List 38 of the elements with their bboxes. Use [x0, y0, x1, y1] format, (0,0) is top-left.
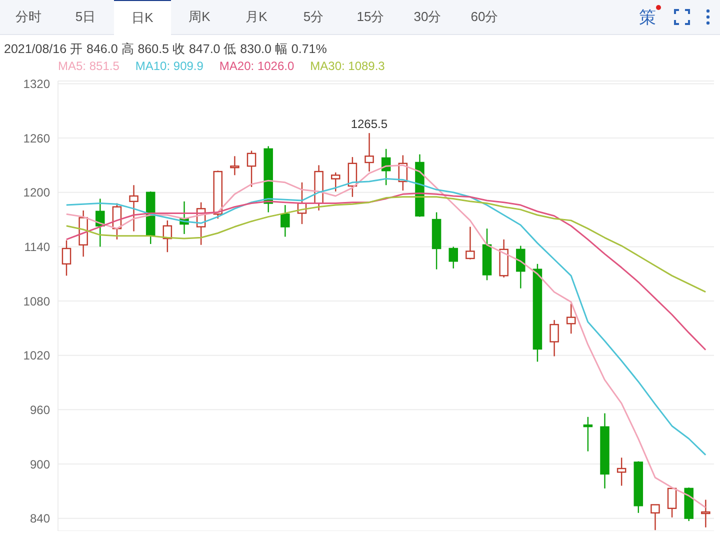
text: MA5: 851.5	[58, 59, 120, 75]
candlestick	[566, 303, 576, 334]
text: 分时	[14, 8, 42, 26]
y-tick-label: 1140	[24, 240, 50, 254]
text: MA20: 1026.0	[219, 59, 294, 75]
text: 月K	[244, 8, 268, 26]
y-tick-label: 1200	[23, 186, 50, 200]
text: 5日	[74, 8, 97, 26]
candlestick	[600, 412, 610, 490]
y-tick-label: 960	[30, 402, 50, 417]
text: 日K	[114, 0, 171, 35]
candlestick	[616, 457, 626, 486]
line-series	[66, 192, 706, 351]
text: 周K	[188, 8, 212, 26]
line-series	[66, 196, 706, 293]
text: MA30: 1089.3	[310, 59, 385, 75]
text: MA10: 909.9	[135, 59, 204, 75]
text: 15分	[356, 8, 386, 26]
annotation: 1265.5	[350, 117, 388, 132]
y-tick-label: 900	[30, 457, 50, 472]
y-tick-label: 1320	[23, 76, 50, 91]
candlestick	[264, 146, 273, 213]
candlestick	[701, 499, 710, 528]
text: 60分	[470, 8, 500, 26]
candlestick	[129, 184, 138, 232]
candlestick	[280, 204, 290, 238]
candlestick	[516, 245, 526, 289]
y-tick-label: 1080	[23, 294, 50, 308]
text: 30分	[412, 8, 442, 26]
candlestick	[550, 319, 559, 357]
y-tick-label: 1020	[23, 348, 50, 363]
text: 5分	[302, 8, 325, 26]
candlestick	[364, 132, 374, 172]
chart-subtitle: 2021/08/16 开 846.0 高 860.5 收 847.0 低 830.0 幅 0.71%	[3, 41, 328, 58]
candlestick	[230, 156, 240, 176]
text: 策	[639, 6, 656, 28]
y-tick-label: 1260	[23, 131, 50, 146]
y-tick-label: 840	[30, 512, 50, 526]
